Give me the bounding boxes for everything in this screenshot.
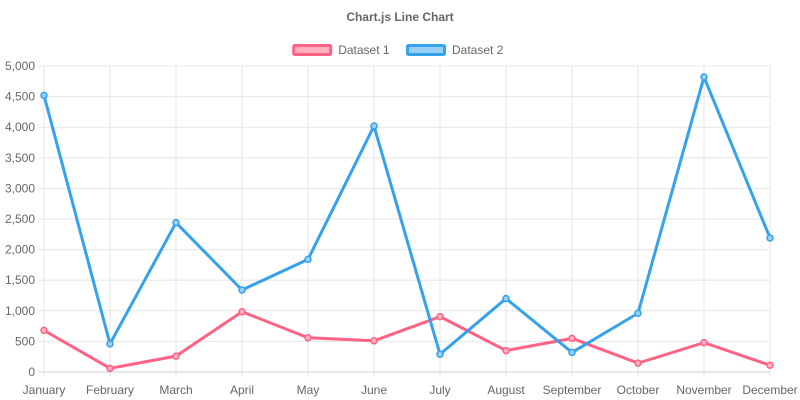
data-point[interactable] bbox=[40, 326, 48, 335]
data-point[interactable] bbox=[370, 122, 378, 130]
data-point[interactable] bbox=[304, 255, 312, 264]
y-tick-label: 2,500 bbox=[5, 212, 35, 226]
y-tick-label: 4,500 bbox=[5, 90, 35, 104]
y-tick-label: 1,000 bbox=[5, 304, 35, 318]
x-tick-label: September bbox=[543, 383, 602, 397]
x-axis-tick-labels: January February March April May June July Augu… bbox=[23, 383, 798, 397]
data-point[interactable] bbox=[304, 333, 312, 342]
horizontal-gridlines bbox=[39, 65, 770, 373]
y-tick-label: 4,000 bbox=[5, 120, 35, 134]
data-point[interactable] bbox=[568, 348, 576, 357]
y-tick-label: 3,000 bbox=[5, 181, 35, 195]
y-tick-label: 5,000 bbox=[5, 59, 35, 73]
series-1 bbox=[40, 307, 774, 373]
data-point[interactable] bbox=[634, 359, 642, 367]
data-point[interactable] bbox=[502, 294, 510, 303]
x-tick-label: March bbox=[159, 383, 192, 397]
series-2 bbox=[40, 73, 774, 359]
y-tick-label: 3,500 bbox=[5, 151, 35, 165]
y-tick-label: 500 bbox=[15, 334, 35, 348]
x-tick-label: May bbox=[297, 383, 320, 397]
x-tick-label: December bbox=[742, 383, 797, 397]
data-point[interactable] bbox=[40, 91, 48, 100]
data-point[interactable] bbox=[436, 312, 444, 321]
data-point[interactable] bbox=[106, 364, 114, 373]
series-line bbox=[42, 75, 772, 356]
legend-swatch bbox=[292, 44, 333, 56]
x-tick-label: August bbox=[487, 383, 525, 397]
data-point[interactable] bbox=[634, 309, 642, 317]
data-point[interactable] bbox=[700, 338, 708, 347]
x-tick-label: November bbox=[676, 383, 731, 397]
data-point[interactable] bbox=[106, 340, 114, 348]
vertical-gridlines bbox=[43, 66, 771, 377]
data-point[interactable] bbox=[502, 346, 510, 355]
legend-item[interactable]: Dataset 2 bbox=[406, 43, 504, 57]
x-tick-label: January bbox=[23, 383, 66, 397]
y-tick-label: 0 bbox=[28, 365, 35, 379]
x-tick-label: February bbox=[86, 383, 134, 397]
x-tick-label: October bbox=[617, 383, 660, 397]
data-point[interactable] bbox=[700, 73, 708, 81]
x-tick-label: July bbox=[429, 383, 450, 397]
series-line bbox=[42, 310, 772, 370]
data-point[interactable] bbox=[238, 307, 246, 316]
data-point[interactable] bbox=[172, 352, 180, 360]
data-point[interactable] bbox=[172, 218, 180, 227]
data-point[interactable] bbox=[766, 234, 774, 242]
legend: Dataset 1 Dataset 2 bbox=[292, 43, 504, 57]
series-layer bbox=[40, 73, 774, 373]
y-tick-label: 1,500 bbox=[5, 273, 35, 287]
data-point[interactable] bbox=[370, 337, 378, 345]
x-tick-label: June bbox=[361, 383, 387, 397]
y-axis-tick-labels: 0 500 1,000 1,500 2,000 2,500 3,000 3,500 4,000 4… bbox=[5, 59, 35, 379]
data-point[interactable] bbox=[766, 361, 774, 370]
legend-label: Dataset 1 bbox=[338, 43, 390, 57]
data-point[interactable] bbox=[568, 334, 576, 343]
legend-item[interactable]: Dataset 1 bbox=[292, 43, 390, 57]
legend-label: Dataset 2 bbox=[452, 43, 504, 57]
legend-swatch bbox=[406, 44, 446, 56]
chart-title: Chart.js Line Chart bbox=[346, 10, 453, 24]
data-point[interactable] bbox=[238, 286, 246, 294]
data-point[interactable] bbox=[436, 350, 444, 359]
y-tick-label: 2,000 bbox=[5, 243, 35, 257]
x-tick-label: April bbox=[230, 383, 254, 397]
